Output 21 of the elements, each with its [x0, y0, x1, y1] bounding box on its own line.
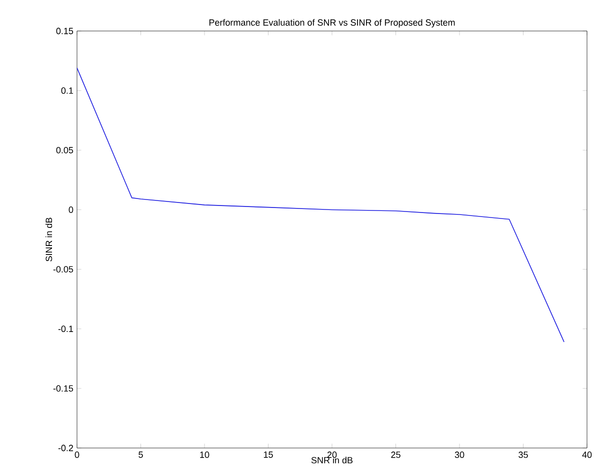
y-tick-label: -0.05	[53, 266, 74, 272]
y-tick-label: -0.2	[58, 444, 74, 452]
y-tick-label: 0.1	[61, 87, 74, 94]
y-tick-label: 0	[68, 206, 74, 213]
x-tick-label: 30	[454, 452, 464, 458]
x-tick-label: 25	[391, 452, 400, 458]
x-tick-label: 10	[200, 452, 210, 458]
line-series	[77, 68, 564, 342]
x-tick-label: 15	[264, 452, 273, 458]
y-tick-label: -0.15	[53, 385, 74, 392]
x-tick-label: 35	[518, 452, 528, 458]
y-axis-title: SINR in dB	[45, 218, 52, 262]
x-axis-title: SNR in dB	[311, 456, 353, 464]
x-tick-label: 5	[138, 452, 143, 458]
x-tick-label: 40	[582, 452, 592, 458]
y-tick-label: -0.1	[58, 326, 74, 332]
x-tick-label: 0	[74, 452, 80, 458]
x-tick-label: 20	[327, 452, 337, 458]
y-tick-label: 0.05	[56, 146, 74, 154]
y-tick-label: 0.15	[56, 28, 74, 34]
chart-title: Performance Evaluation of SNR vs SINR of Proposed System	[209, 19, 455, 28]
